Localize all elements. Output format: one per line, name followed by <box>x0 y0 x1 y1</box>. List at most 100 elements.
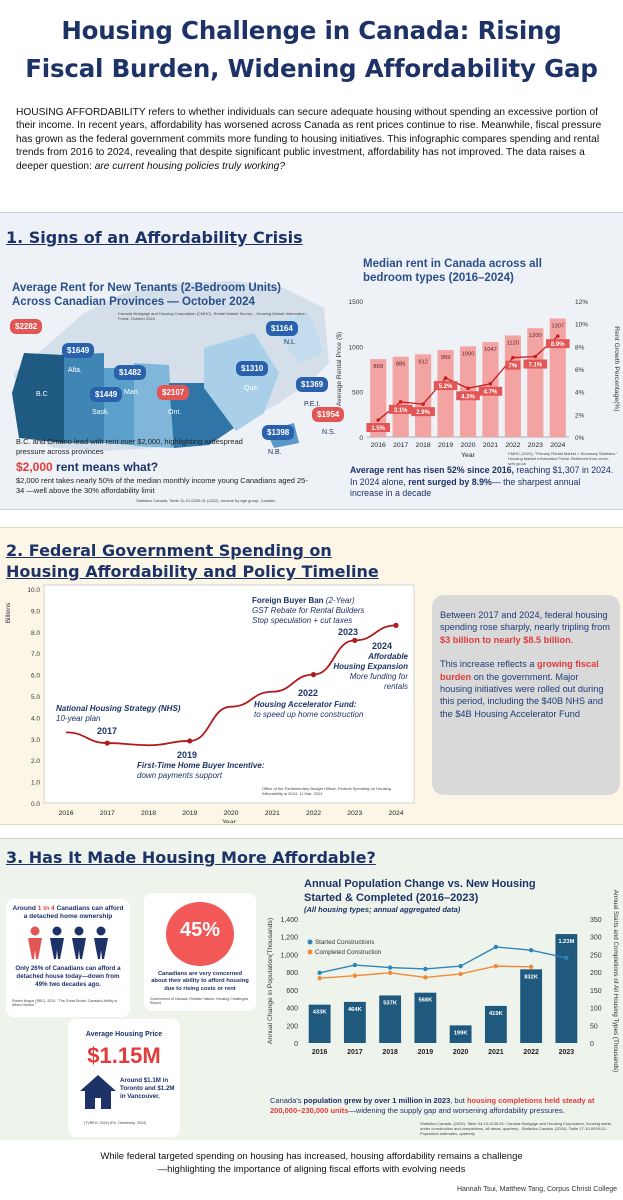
pop-y-label: Annual Change in Population(Thousands) <box>267 918 274 1044</box>
pop-y-tick: 1,200 <box>280 935 298 942</box>
pop-bar <box>379 995 402 1043</box>
concern-text: Canadians are very concerned about their… <box>151 971 249 992</box>
completions-point <box>423 975 428 980</box>
rent-growth-point <box>443 376 448 380</box>
completions-point <box>528 964 534 970</box>
rent-bar-label: 1000 <box>462 351 475 357</box>
pop-y-tick: 200 <box>286 1023 298 1030</box>
province-label: Que. <box>244 385 260 392</box>
rent-summary-d: — the sharpest annual increase in a deca… <box>350 476 581 499</box>
starts-point <box>458 963 463 969</box>
ann-haf-1: Housing Accelerator Fund: <box>254 700 357 709</box>
pop-bar-label: 199K <box>454 1030 469 1036</box>
pop-y2-tick: 250 <box>590 952 602 959</box>
rent-growth-label-bg <box>366 423 391 432</box>
pop-bar <box>484 1005 507 1043</box>
rent-growth-label: 7% <box>509 364 518 370</box>
pop-y2-tick: 0 <box>590 1041 594 1048</box>
spending-x-label: Year <box>222 819 236 823</box>
province-label: N.S. <box>322 429 336 436</box>
province-label: Ont. <box>168 409 182 416</box>
rent-y2-tick: 0% <box>575 435 585 442</box>
card-housing-price: Average Housing Price $1.15M Around $1.1… <box>68 1019 180 1137</box>
spending-x-tick: 2018 <box>141 810 156 817</box>
panel-p2c: on the government. Major housing initiat… <box>440 671 604 719</box>
card-concern: 45% Canadians are very concerned about t… <box>144 893 256 1011</box>
rent-growth-label: 8.9% <box>551 342 565 348</box>
rent-bubble-pei: $1369 <box>296 377 329 392</box>
rent-chart-source: CMHC (2024). "Primary Rental Market > Su… <box>508 451 618 466</box>
pop-y2-tick: 50 <box>590 1023 598 1030</box>
intro-paragraph: HOUSING AFFORDABILITY refers to whether … <box>16 106 611 173</box>
ann-nhs-1: National Housing Strategy (NHS) <box>56 704 181 713</box>
spending-line <box>65 624 397 747</box>
starts-point <box>387 965 393 970</box>
section2-heading-2: Housing Affordability and Policy Timelin… <box>6 562 379 581</box>
legend-starts-label: Started Constructions <box>315 939 375 946</box>
percent-circle <box>166 902 234 966</box>
rent-bar-label: 859 <box>373 364 383 370</box>
price-source: (TVREG, 2024) (Fin. Ownership, 2024) <box>84 1121 147 1125</box>
pop-x-tick: 2023 <box>559 1049 575 1056</box>
completions-point <box>352 973 358 978</box>
rent-bar-label: 1120 <box>507 340 519 346</box>
province-label: Sask. <box>92 409 110 416</box>
ann-fbb-sub: (2-Year) <box>323 596 355 605</box>
price-value: $1.15M <box>87 1043 161 1068</box>
spending-y-tick: 1.0 <box>31 780 40 787</box>
pop-bar-label: 1.23M <box>558 939 574 945</box>
spending-y-tick: 4.0 <box>31 715 40 722</box>
population-summary: Canada's population grew by over 1 milli… <box>270 1096 620 1116</box>
pop-bar-label: 433K <box>313 1010 328 1016</box>
ann-fbb-2: GST Rebate for Rental Builders <box>252 606 365 615</box>
title-line-1: Housing Challenge in Canada: Rising <box>61 16 562 45</box>
map-title: Average Rent for New Tenants (2-Bedroom … <box>12 282 282 308</box>
section-federal-spending: 2. Federal Government Spending on Housin… <box>0 527 623 825</box>
rent-y2-label: Rent Growth Percentage(%) <box>613 326 620 411</box>
panel-p2b: growing fiscal burden <box>440 659 599 682</box>
spending-point <box>104 740 110 746</box>
rent-y2-tick: 2% <box>575 412 585 419</box>
spending-x-tick: 2017 <box>100 810 115 817</box>
rent-x-tick: 2018 <box>416 442 431 449</box>
pop-y2-tick: 150 <box>590 988 602 995</box>
card-home-ownership: Around 1 in 4 Canadians can afford a det… <box>6 899 130 1017</box>
pop-bar <box>449 1025 472 1043</box>
starts-point <box>564 955 569 961</box>
pop-y-tick: 0 <box>294 1041 298 1048</box>
rent-bubble-nl: $1164 <box>266 321 298 336</box>
pop-bar <box>343 1001 366 1043</box>
rent-bar-label: 1047 <box>484 347 497 353</box>
rent-growth-label-bg <box>456 391 480 401</box>
rent-x-tick: 2019 <box>438 442 453 449</box>
pop-y2-tick: 100 <box>590 1006 602 1013</box>
pop-bar-label: 464K <box>348 1007 363 1013</box>
spending-x-tick: 2021 <box>265 810 280 817</box>
province-label: N.B. <box>268 449 282 456</box>
rent-growth-label: 3.1% <box>394 408 408 414</box>
pop-y2-tick: 300 <box>590 935 602 942</box>
rent-growth-point <box>555 334 560 338</box>
rent-growth-point <box>511 355 515 360</box>
rent-x-tick: 2020 <box>460 442 475 449</box>
pop-chart-subtitle: (All housing types; annual aggregated da… <box>304 905 461 914</box>
rent-bubble-que: $1310 <box>236 361 269 376</box>
card1-c: Canadians can afford a detached home own… <box>23 905 124 920</box>
ann-foreign-buyer-ban: Foreign Buyer Ban (2-Year) GST Rebate fo… <box>252 596 365 626</box>
spending-x-tick: 2016 <box>58 810 73 817</box>
starts-point <box>493 944 499 950</box>
pop-e: —widening the supply gap and worsening a… <box>348 1106 565 1115</box>
rent-growth-point <box>398 400 403 404</box>
rent-bubble-ns: $1954 <box>312 407 345 422</box>
rent-y-tick: 500 <box>352 390 363 397</box>
concern-percent: 45% <box>179 919 221 941</box>
pop-x-tick: 2017 <box>347 1049 363 1056</box>
pop-bar-label: 832K <box>524 974 539 980</box>
pop-x-tick: 2021 <box>488 1049 504 1056</box>
section3-heading: 3. Has It Made Housing More Affordable? <box>6 848 376 867</box>
ann-fthb: First-Time Home Buyer Incentive: down pa… <box>137 761 264 781</box>
spending-point <box>352 637 358 643</box>
rent-bubble-nb: $1398 <box>262 425 295 440</box>
rent-growth-label-bg <box>505 360 521 370</box>
rent-meaning-red: $2,000 <box>16 460 53 474</box>
